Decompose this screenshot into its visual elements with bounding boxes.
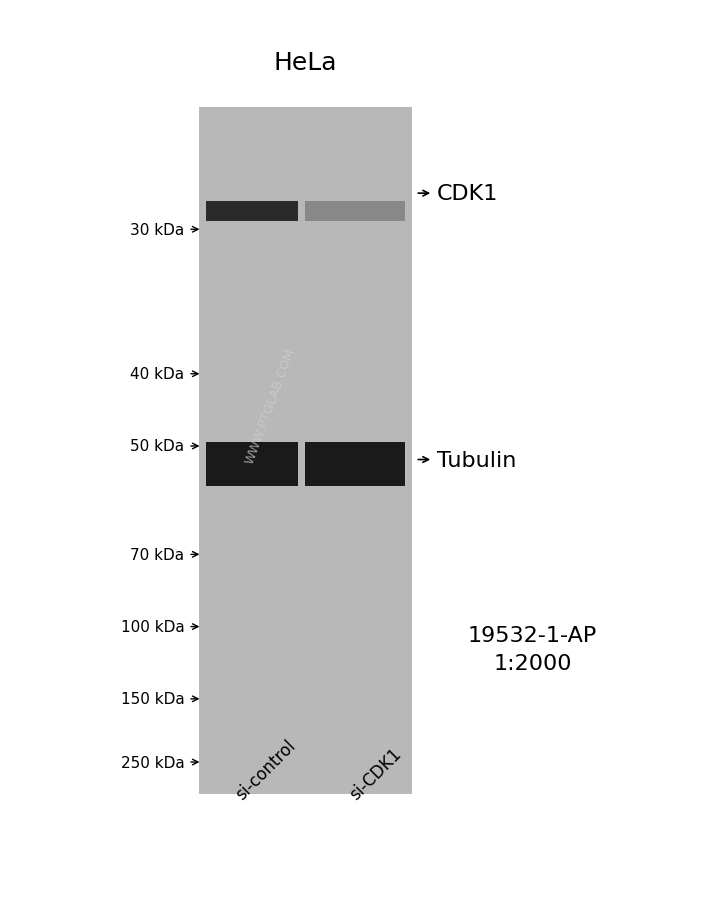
Text: 70 kDa: 70 kDa bbox=[131, 548, 185, 562]
Bar bbox=[206, 443, 298, 486]
Text: 250 kDa: 250 kDa bbox=[121, 755, 185, 769]
Text: 100 kDa: 100 kDa bbox=[121, 620, 185, 634]
Text: CDK1: CDK1 bbox=[437, 184, 498, 204]
Bar bbox=[305, 202, 405, 222]
Text: 40 kDa: 40 kDa bbox=[131, 367, 185, 382]
Text: WWW.PTGLAB.COM: WWW.PTGLAB.COM bbox=[243, 346, 297, 465]
Text: 19532-1-AP
1:2000: 19532-1-AP 1:2000 bbox=[468, 625, 597, 674]
Text: HeLa: HeLa bbox=[273, 51, 337, 75]
Text: 150 kDa: 150 kDa bbox=[121, 692, 185, 706]
Text: si-control: si-control bbox=[232, 736, 299, 803]
Bar bbox=[305, 443, 405, 486]
Text: Tubulin: Tubulin bbox=[437, 450, 516, 470]
Bar bbox=[206, 202, 298, 222]
Text: 50 kDa: 50 kDa bbox=[131, 439, 185, 454]
Text: 30 kDa: 30 kDa bbox=[131, 223, 185, 237]
Bar bbox=[199, 108, 412, 794]
Text: si-CDK1: si-CDK1 bbox=[346, 744, 405, 803]
